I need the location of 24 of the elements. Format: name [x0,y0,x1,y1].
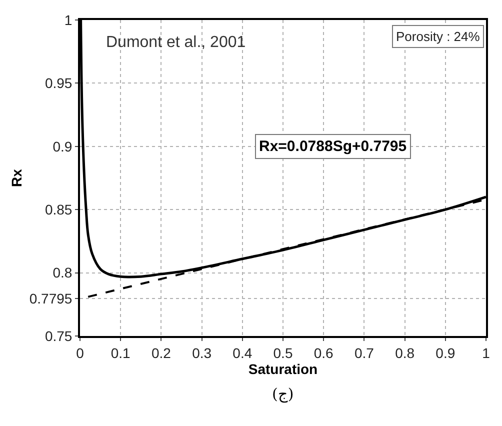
y-tick-label: 0.75 [44,328,72,344]
x-tick-label: 0.4 [232,344,252,361]
x-tick-label: 0.8 [395,344,415,361]
y-tick-label: 0.7795 [29,290,72,307]
annotation: Porosity : 24% [396,29,480,44]
x-tick-label: 0.2 [151,344,172,361]
x-tick-label: 0.7 [354,344,374,361]
x-tick-label: 0.9 [436,344,456,361]
x-tick-label: 0.1 [110,344,131,361]
x-tick-label: 0.3 [192,344,212,361]
annotation: Dumont et al., 2001 [106,34,246,51]
x-axis-title: Saturation [248,360,318,377]
y-tick-label: 0.85 [44,202,72,218]
text: (ج) [272,385,294,403]
y-tick-label: 0.9 [52,138,72,154]
y-axis-title: Rx [8,168,24,187]
x-tick-label: 0.5 [273,344,293,361]
x-tick-label: 0.6 [314,344,334,361]
y-tick-label: 0.8 [52,264,72,281]
x-tick-label: 1 [482,344,490,361]
y-tick-label: 1 [64,12,72,28]
y-tick-label: 0.95 [44,75,72,92]
x-tick-label: 0 [76,344,84,361]
annotation: Rx=0.0788Sg+0.7795 [259,138,407,155]
